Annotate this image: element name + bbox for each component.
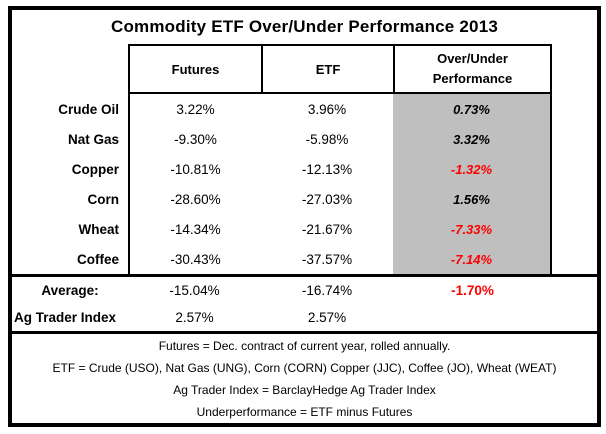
row-label: Copper <box>71 161 119 177</box>
futures-ag-trader: 2.57% <box>175 310 214 325</box>
header-spacer-labels <box>12 44 128 94</box>
chart-title: Commodity ETF Over/Under Performance 201… <box>110 17 499 36</box>
footnote-etf-definition: ETF = Crude (USO), Nat Gas (UNG), Corn (… <box>52 361 557 375</box>
futures-average: -15.04% <box>169 283 220 298</box>
etf-value: 3.96% <box>307 101 347 117</box>
outer-frame: Commodity ETF Over/Under Performance 201… <box>8 6 601 427</box>
row-spacer <box>552 244 597 274</box>
overunder-value: 1.56% <box>393 184 552 214</box>
row-spacer <box>552 124 597 154</box>
table-row-corn: Corn -28.60% -27.03% 1.56% <box>12 184 597 214</box>
futures-value: -10.81% <box>128 154 261 184</box>
futures-value: -30.43% <box>128 244 261 274</box>
overunder-value: 3.32% <box>393 124 552 154</box>
etf-ag-trader: 2.57% <box>307 310 347 325</box>
column-header-etf: ETF <box>261 44 393 94</box>
overunder-value: 0.73% <box>393 94 552 124</box>
summary-label: Average: <box>41 283 99 298</box>
footnote-underperformance-definition: Underperformance = ETF minus Futures <box>196 405 413 419</box>
row-spacer <box>552 304 597 331</box>
futures-value: -14.34% <box>128 214 261 244</box>
footnote-futures-definition: Futures = Dec. contract of current year,… <box>158 339 451 353</box>
row-spacer <box>552 94 597 124</box>
futures-value: -9.30% <box>128 124 261 154</box>
footnote-ag-trader-definition: Ag Trader Index = BarclayHedge Ag Trader… <box>173 383 436 397</box>
header-spacer-right <box>552 44 597 94</box>
row-spacer <box>552 184 597 214</box>
table-row-crude-oil: Crude Oil 3.22% 3.96% 0.73% <box>12 94 597 124</box>
table-row-wheat: Wheat -14.34% -21.67% -7.33% <box>12 214 597 244</box>
table-row-coffee: Coffee -30.43% -37.57% -7.14% <box>12 244 597 274</box>
column-header-overunder: Over/Under Performance <box>393 44 552 94</box>
row-spacer <box>552 277 597 304</box>
row-spacer <box>552 214 597 244</box>
row-label: Wheat <box>78 221 120 237</box>
row-label: Corn <box>87 191 120 207</box>
etf-value: -21.67% <box>301 221 353 237</box>
etf-value: -27.03% <box>301 191 353 207</box>
overunder-value: -7.14% <box>393 244 552 274</box>
column-header-overunder-label: Over/Under Performance <box>432 50 513 86</box>
overunder-average: -1.70% <box>451 283 494 298</box>
row-spacer <box>552 154 597 184</box>
overunder-value: -1.32% <box>393 154 552 184</box>
row-label: Coffee <box>76 251 119 267</box>
etf-value: -37.57% <box>301 251 353 267</box>
futures-value: 3.22% <box>128 94 261 124</box>
etf-value: -12.13% <box>301 161 353 177</box>
table-row-copper: Copper -10.81% -12.13% -1.32% <box>12 154 597 184</box>
etf-value: -5.98% <box>305 131 349 147</box>
futures-value: -28.60% <box>128 184 261 214</box>
overunder-ag-trader <box>393 304 552 331</box>
footnotes: Futures = Dec. contract of current year,… <box>12 334 597 423</box>
etf-average: -16.74% <box>301 283 353 298</box>
row-label: Nat Gas <box>67 131 119 147</box>
column-header-futures: Futures <box>128 44 261 94</box>
table-header-row: Futures ETF Over/Under Performance <box>12 44 597 94</box>
summary-row-ag-trader-index: Ag Trader Index 2.57% 2.57% <box>12 304 597 331</box>
summary-section: Average: -15.04% -16.74% -1.70% Ag Trade… <box>12 274 597 334</box>
row-label: Crude Oil <box>58 101 119 117</box>
table-row-nat-gas: Nat Gas -9.30% -5.98% 3.32% <box>12 124 597 154</box>
summary-label: Ag Trader Index <box>14 310 117 325</box>
summary-row-average: Average: -15.04% -16.74% -1.70% <box>12 277 597 304</box>
overunder-value: -7.33% <box>393 214 552 244</box>
